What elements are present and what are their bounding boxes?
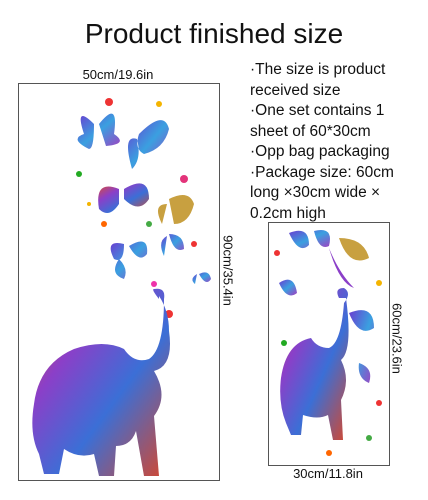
note-line: long ×30cm wide × [250, 184, 381, 201]
note-line: ·Opp bag packaging [250, 143, 390, 160]
notes: ·The size is product received size ·One se… [250, 60, 394, 224]
large-panel [18, 83, 220, 481]
note-line: 0.2cm high [250, 204, 326, 222]
elephant [32, 288, 171, 476]
note-line: ·Package size: 60cm [250, 163, 394, 181]
small-height-label: 60cm/23.6in [389, 303, 405, 374]
note-line: ·The size is product [250, 61, 386, 78]
large-width-label: 50cm/19.6in [82, 67, 154, 82]
note-line: sheet of 60*30cm [250, 122, 371, 140]
large-art [32, 98, 211, 476]
small-art [274, 230, 382, 456]
small-width-label: 30cm/11.8in [293, 466, 363, 481]
note-line: ·One set contains 1 [250, 102, 385, 119]
title: Product finished size [84, 18, 344, 49]
small-panel [268, 222, 390, 466]
butterflies [77, 113, 211, 284]
large-height-label: 90cm/35.4in [220, 235, 236, 306]
paint-dots [76, 98, 197, 318]
note-line: received size [250, 81, 341, 99]
